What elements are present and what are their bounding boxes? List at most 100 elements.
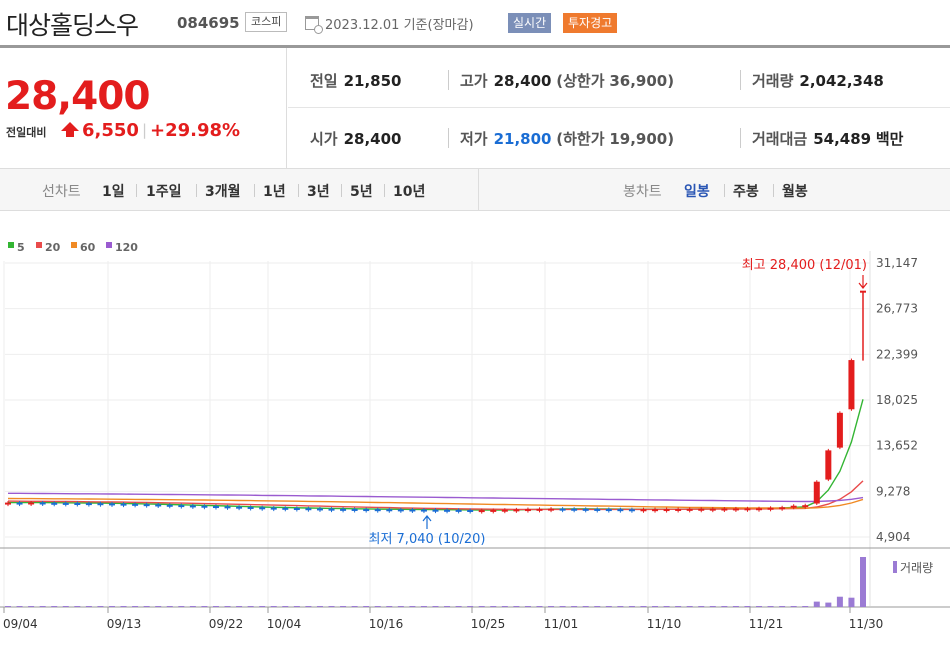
ma-lines <box>7 399 864 511</box>
volume-bar <box>62 606 69 607</box>
stock-code: 084695 <box>177 14 240 32</box>
period-5y[interactable]: 5년 <box>350 184 373 200</box>
change-label: 전일대비 <box>6 126 47 139</box>
period-bar-divider <box>478 169 479 210</box>
stat-label: 시가 <box>310 130 338 148</box>
candle-body <box>178 505 185 508</box>
volume-bar <box>836 596 843 607</box>
period-3y[interactable]: 3년 <box>307 184 330 200</box>
stat-divider <box>740 70 741 90</box>
candle-body <box>16 502 23 505</box>
volume-bar <box>813 601 820 607</box>
candle-body <box>386 509 393 512</box>
candle-body <box>559 508 566 511</box>
candle-body <box>155 504 162 507</box>
volume-bar <box>74 606 81 607</box>
stat-label: 거래대금 <box>752 130 808 148</box>
y-tick-label: 22,399 <box>876 347 918 361</box>
volume-bar <box>744 606 751 607</box>
high-arrow-icon <box>858 275 868 289</box>
candle-body <box>444 509 451 512</box>
volume-bar <box>548 606 555 607</box>
y-axis: 31,147 26,773 22,399 18,025 13,652 9,278 4,904 <box>876 256 918 544</box>
period-10y[interactable]: 10년 <box>393 184 426 200</box>
candle-body <box>836 412 843 448</box>
date-text: 2023.12.01 기준(장마감) <box>325 14 474 33</box>
candle-weekly[interactable]: 주봉 <box>733 184 759 200</box>
volume-bar <box>825 602 832 607</box>
stat-value: 28,400 <box>493 72 552 90</box>
candle-body <box>97 503 104 506</box>
candle-body <box>628 509 635 512</box>
candle-body <box>201 505 208 508</box>
candle-body <box>28 502 35 505</box>
volume-bar <box>386 606 393 607</box>
candle-monthly[interactable]: 월봉 <box>782 184 808 200</box>
volume-bar <box>155 606 162 607</box>
volume-bar <box>143 606 150 607</box>
candle-body <box>571 508 578 511</box>
stat-high: 고가 28,400 (상한가 36,900) <box>460 70 674 91</box>
volume-bar <box>490 606 497 607</box>
line-chart-title: 선차트 <box>42 184 81 200</box>
volume-bar <box>97 606 104 607</box>
period-separator <box>298 184 299 197</box>
candle-body <box>594 508 601 511</box>
stat-value: 21,800 <box>493 130 552 148</box>
ma-line-60 <box>7 497 864 509</box>
volume-bar <box>513 606 520 607</box>
volume-bar <box>16 606 23 607</box>
period-separator <box>724 184 725 197</box>
candle-body <box>848 360 855 410</box>
candle-body <box>455 509 462 512</box>
candle-body <box>536 508 543 511</box>
stat-divider <box>448 128 449 148</box>
candle-body <box>813 481 820 504</box>
realtime-badge[interactable]: 실시간 <box>508 13 552 33</box>
volume-bar <box>860 557 866 607</box>
volume-bar <box>51 606 58 607</box>
volume-bar <box>28 606 35 607</box>
volume-bar <box>756 606 763 607</box>
volume-legend-label: 거래량 <box>900 561 933 575</box>
stat-open: 시가 28,400 <box>310 128 402 149</box>
price-chart[interactable]: 5 20 60 120 최고 28,400 (12/01) 최저 7,040 (10/2… <box>0 211 950 650</box>
volume-bar <box>5 606 11 607</box>
candle-body <box>397 509 404 512</box>
volume-bar <box>478 606 485 607</box>
candle-body <box>51 502 58 505</box>
volume-bar <box>605 606 612 607</box>
volume-bar <box>444 606 451 607</box>
candle-body <box>120 503 127 506</box>
candle-body <box>39 502 46 505</box>
period-1y[interactable]: 1년 <box>263 184 286 200</box>
period-1w[interactable]: 1주일 <box>146 184 182 200</box>
period-separator <box>341 184 342 197</box>
high-annotation: 최고 28,400 (12/01) <box>742 258 867 273</box>
period-3m[interactable]: 3개월 <box>205 184 241 200</box>
volume-panel: 거래량 <box>5 557 933 607</box>
volume-bar <box>767 606 774 607</box>
candle-body <box>582 508 589 511</box>
candle-body <box>224 506 231 509</box>
volume-bar <box>432 606 439 607</box>
volume-bar <box>224 606 231 607</box>
investment-warning-badge[interactable]: 투자경고 <box>563 13 618 33</box>
stock-name: 대상홀딩스우 <box>6 11 139 40</box>
stats-divider <box>288 107 950 108</box>
volume-bar <box>501 606 508 607</box>
candle-body <box>605 509 612 512</box>
ma-legend-label-5: 5 <box>17 241 25 254</box>
candle-body <box>686 508 693 511</box>
y-tick-label: 31,147 <box>876 256 918 270</box>
x-tick-label: 10/04 <box>267 617 302 631</box>
candle-daily[interactable]: 일봉 <box>684 184 710 200</box>
ma-legend-label-60: 60 <box>80 241 96 254</box>
candle-body <box>85 503 92 506</box>
volume-bar <box>663 606 670 607</box>
volume-bar <box>559 606 566 607</box>
candle-body <box>524 509 531 512</box>
period-1d[interactable]: 1일 <box>102 184 125 200</box>
candle-body <box>548 508 555 511</box>
stat-unit: 백만 <box>875 130 904 148</box>
